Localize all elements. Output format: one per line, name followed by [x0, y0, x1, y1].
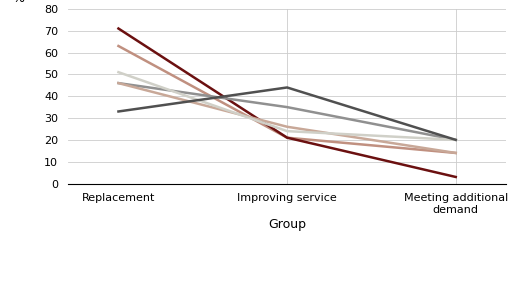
Text: %: %	[12, 0, 24, 5]
X-axis label: Group: Group	[268, 218, 306, 231]
